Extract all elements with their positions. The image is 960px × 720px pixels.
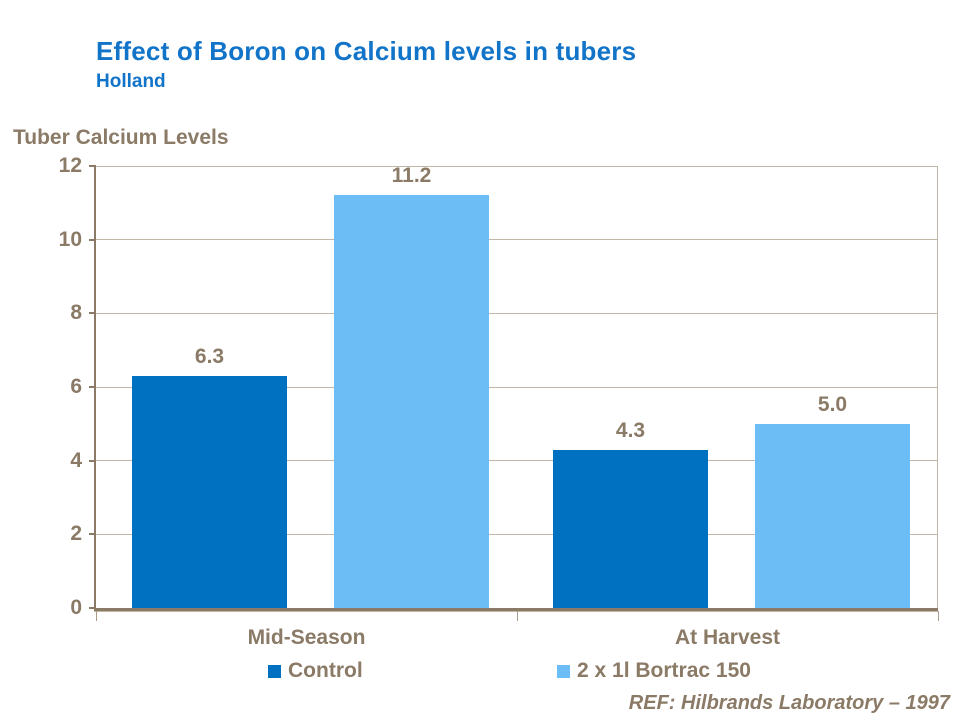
- gridline: [96, 386, 938, 388]
- y-tick: [89, 607, 96, 609]
- gridline: [96, 239, 938, 241]
- y-tick-label: 10: [58, 227, 82, 251]
- y-tick-label: 12: [58, 154, 82, 177]
- legend-label: Control: [288, 659, 363, 682]
- page-title: Effect of Boron on Calcium levels in tub…: [96, 36, 637, 66]
- y-tick-label: 2: [70, 522, 82, 546]
- gridline: [96, 460, 938, 462]
- category-label: Mid-Season: [247, 626, 366, 649]
- y-tick: [89, 312, 96, 315]
- y-axis-line: [94, 166, 96, 608]
- x-axis-line: [94, 608, 938, 612]
- y-tick: [89, 386, 96, 388]
- category-label: At Harvest: [674, 626, 781, 649]
- gridline: [96, 312, 938, 314]
- category-tick: [938, 611, 939, 621]
- legend-item-2-x-1l-bortrac-150: 2 x 1l Bortrac 150: [557, 659, 751, 682]
- gridline: [96, 533, 938, 535]
- y-tick-label: 4: [70, 448, 82, 472]
- y-tick: [89, 165, 96, 167]
- y-tick-label: 0: [70, 596, 82, 619]
- y-tick: [89, 238, 96, 241]
- category-tick: [517, 611, 518, 621]
- bar-2-x-1l-bortrac-150-mid-season: [334, 195, 489, 608]
- bar-control-at-harvest: [553, 449, 708, 608]
- reference-text: REF: Hilbrands Laboratory – 1997: [628, 692, 950, 714]
- bar-value-label: 5.0: [817, 392, 848, 416]
- legend-swatch-control: [268, 664, 281, 678]
- y-tick-label: 8: [70, 301, 82, 325]
- bar-value-label: 11.2: [391, 164, 432, 188]
- category-tick: [96, 611, 97, 621]
- legend-swatch-2-x-1l-bortrac-150: [557, 664, 570, 678]
- y-tick-label: 6: [70, 375, 82, 398]
- y-tick: [89, 533, 96, 536]
- page-subtitle: Holland: [96, 71, 166, 92]
- bar-control-mid-season: [132, 375, 287, 608]
- bar-2-x-1l-bortrac-150-at-harvest: [755, 423, 910, 608]
- plot-right-border: [937, 166, 938, 608]
- gridline: [96, 165, 938, 167]
- bar-value-label: 6.3: [194, 344, 225, 368]
- y-tick: [89, 459, 96, 462]
- y-axis-title: Tuber Calcium Levels: [13, 126, 229, 149]
- legend-label: 2 x 1l Bortrac 150: [577, 659, 751, 682]
- bar-value-label: 4.3: [615, 418, 646, 442]
- legend-item-control: Control: [268, 659, 363, 682]
